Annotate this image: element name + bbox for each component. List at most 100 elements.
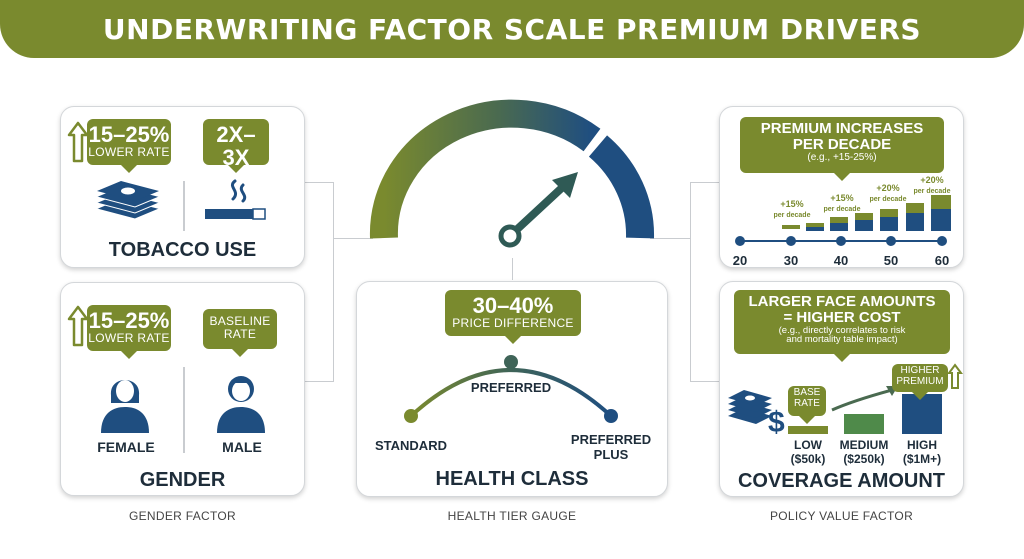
arrow-up-icon bbox=[67, 121, 89, 163]
gender-divider bbox=[183, 367, 185, 453]
age-callout-example: (e.g., +15-25%) bbox=[807, 151, 877, 163]
preferred-dot bbox=[504, 355, 518, 369]
higher-premium-line2: PREMIUM bbox=[896, 375, 944, 387]
tobacco-usage-label: USAGE bbox=[214, 168, 258, 183]
tobacco-lower-rate-callout: 15–25% LOWER RATE bbox=[87, 119, 171, 173]
tier-preferred-plus-label-1: PREFERRED bbox=[570, 432, 652, 447]
tier-low-amount: ($50k) bbox=[790, 452, 826, 466]
coverage-card: LARGER FACE AMOUNTS = HIGHER COST (e.g.,… bbox=[719, 281, 964, 497]
age-tick-40: 40 bbox=[833, 253, 849, 268]
cash-stack-icon bbox=[96, 181, 160, 220]
connector-center-right bbox=[650, 238, 690, 239]
tier-medium-amount: ($250k) bbox=[843, 452, 885, 466]
age-card: PREMIUM INCREASES PER DECADE (e.g., +15-… bbox=[719, 106, 964, 268]
gender-caption: GENDER FACTOR bbox=[128, 509, 237, 523]
age-dot-20 bbox=[735, 236, 745, 246]
tobacco-usage-value: 2X–3X bbox=[216, 122, 256, 171]
increase-1-pct: +15% bbox=[780, 199, 803, 209]
increase-1-sub: per decade bbox=[774, 212, 811, 219]
svg-text:$: $ bbox=[768, 406, 785, 439]
health-price-diff-callout: 30–40% PRICE DIFFERENCE bbox=[445, 290, 581, 344]
connector-gauge-stem bbox=[512, 258, 513, 280]
gender-baseline-callout: BASELINE RATE bbox=[203, 309, 277, 357]
gender-lower-rate-callout: 15–25% LOWER RATE bbox=[87, 305, 171, 359]
base-rate-callout: BASE RATE bbox=[788, 386, 826, 424]
female-label: FEMALE bbox=[97, 439, 155, 455]
age-dot-30 bbox=[786, 236, 796, 246]
male-label: MALE bbox=[222, 439, 262, 455]
coverage-callout-line2: = HIGHER COST bbox=[783, 308, 901, 326]
tobacco-lower-rate-value: 15–25% bbox=[88, 122, 170, 147]
bar-low bbox=[788, 426, 828, 434]
increase-4-pct: +20% bbox=[920, 175, 943, 185]
coverage-title: COVERAGE AMOUNT bbox=[737, 470, 946, 492]
tier-high-name: HIGH bbox=[907, 438, 937, 452]
arrow-up-icon bbox=[947, 363, 963, 389]
age-bar-chart: +15% per decade +15% per decade +20% per… bbox=[735, 175, 951, 246]
increase-2-sub: per decade bbox=[824, 206, 861, 213]
bar-high bbox=[902, 394, 942, 434]
increase-2-pct: +15% bbox=[830, 193, 853, 203]
age-tick-20: 20 bbox=[732, 253, 748, 268]
coverage-callout: LARGER FACE AMOUNTS = HIGHER COST (e.g.,… bbox=[734, 290, 950, 362]
cigarette-icon bbox=[205, 179, 266, 220]
gender-baseline-line1: BASELINE bbox=[209, 314, 271, 328]
gender-title: GENDER bbox=[139, 469, 226, 491]
coverage-caption: POLICY VALUE FACTOR bbox=[769, 509, 914, 523]
bar-medium bbox=[844, 414, 884, 434]
male-icon bbox=[217, 376, 265, 433]
preferred-plus-dot bbox=[604, 409, 618, 423]
health-caption: HEALTH TIER GAUGE bbox=[447, 509, 577, 523]
health-price-diff-value: 30–40% bbox=[472, 293, 554, 318]
age-callout: PREMIUM INCREASES PER DECADE (e.g., +15-… bbox=[740, 117, 944, 181]
age-tick-30: 30 bbox=[783, 253, 799, 268]
connector-coverage bbox=[690, 238, 720, 382]
connector-center-left bbox=[333, 238, 373, 239]
tier-high-amount: ($1M+) bbox=[902, 452, 942, 466]
gender-baseline-line2: RATE bbox=[223, 326, 257, 341]
coverage-callout-line1: LARGER FACE AMOUNTS bbox=[748, 293, 936, 310]
tobacco-usage-callout: 2X–3X USAGE bbox=[203, 119, 269, 181]
tier-standard-label: STANDARD bbox=[375, 438, 447, 453]
tobacco-lower-rate-label: LOWER RATE bbox=[88, 145, 170, 160]
tier-preferred-label: PREFERRED bbox=[470, 380, 552, 395]
arrow-up-icon bbox=[67, 305, 89, 347]
age-callout-line2: PER DECADE bbox=[792, 135, 892, 153]
age-dot-40 bbox=[836, 236, 846, 246]
age-tick-60: 60 bbox=[934, 253, 950, 268]
gender-lower-rate-label: LOWER RATE bbox=[88, 331, 170, 346]
gender-lower-rate-value: 15–25% bbox=[88, 308, 170, 333]
tobacco-divider bbox=[183, 181, 185, 231]
coverage-bars bbox=[788, 386, 942, 434]
tier-medium-name: MEDIUM bbox=[839, 438, 889, 452]
tobacco-card: 15–25% LOWER RATE 2X–3X USAGE TOBACCO US… bbox=[60, 106, 305, 268]
health-tier-arc bbox=[404, 355, 618, 423]
higher-premium-callout: HIGHER PREMIUM bbox=[892, 364, 948, 400]
health-price-diff-label: PRICE DIFFERENCE bbox=[452, 316, 574, 331]
connector-age bbox=[690, 182, 720, 238]
female-icon bbox=[101, 380, 149, 433]
increase-3-sub: per decade bbox=[870, 196, 907, 203]
tobacco-title: TOBACCO USE bbox=[108, 239, 257, 261]
page-title: UNDERWRITING FACTOR SCALE PREMIUM DRIVER… bbox=[102, 12, 922, 46]
tier-low-name: LOW bbox=[794, 438, 822, 452]
main-gauge bbox=[369, 99, 655, 248]
increase-3-pct: +20% bbox=[876, 183, 899, 193]
connector-gender bbox=[304, 238, 334, 382]
age-dot-50 bbox=[886, 236, 896, 246]
coverage-callout-example2: and mortality table impact) bbox=[786, 334, 898, 346]
increase-4-sub: per decade bbox=[914, 188, 951, 195]
coverage-callout-example1: (e.g., directly correlates to risk bbox=[778, 324, 906, 336]
base-rate-line2: RATE bbox=[794, 397, 820, 409]
health-card: 30–40% PRICE DIFFERENCE PREFERRED STANDA… bbox=[356, 281, 668, 497]
health-title: HEALTH CLASS bbox=[435, 468, 589, 490]
age-bars bbox=[782, 195, 951, 231]
base-rate-line1: BASE bbox=[793, 387, 821, 398]
connector-tobacco bbox=[304, 182, 334, 238]
tier-preferred-plus-label-2: PLUS bbox=[593, 447, 629, 462]
title-banner: UNDERWRITING FACTOR SCALE PREMIUM DRIVER… bbox=[0, 0, 1024, 58]
standard-dot bbox=[404, 409, 418, 423]
age-dot-60 bbox=[937, 236, 947, 246]
age-tick-50: 50 bbox=[883, 253, 899, 268]
gender-card: 15–25% LOWER RATE BASELINE RATE FEMALE M… bbox=[60, 282, 305, 496]
